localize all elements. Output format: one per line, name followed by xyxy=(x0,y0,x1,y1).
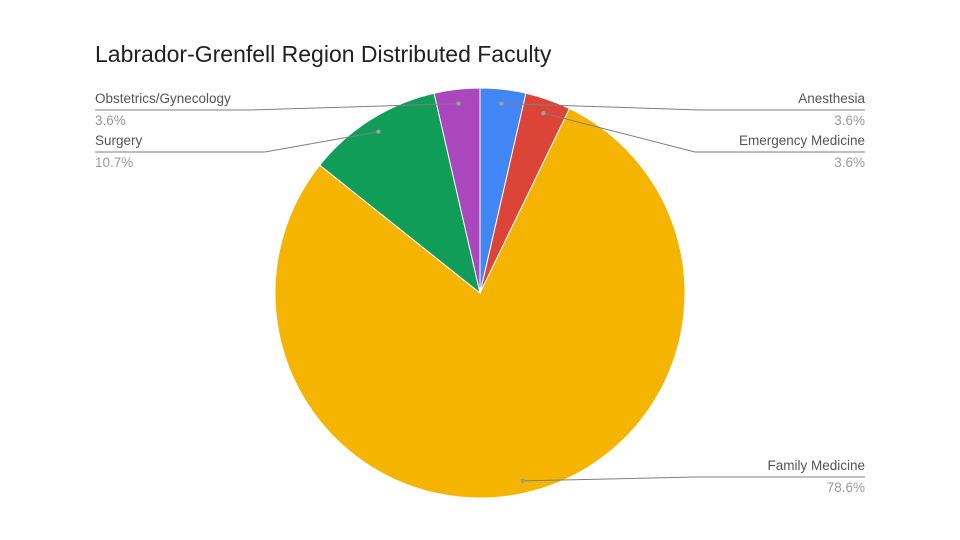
leader-dot-anesthesia xyxy=(499,101,504,106)
leader-dot-surgery xyxy=(376,129,381,134)
slice-percent-surgery: 10.7% xyxy=(95,155,133,170)
slice-label-anesthesia: Anesthesia xyxy=(798,91,865,106)
slice-label-surgery: Surgery xyxy=(95,133,143,148)
leader-dot-obstetrics-gynecology xyxy=(456,101,461,106)
leader-line-surgery xyxy=(95,131,379,153)
leader-dot-emergency-medicine xyxy=(541,111,546,116)
slice-percent-obstetrics-gynecology: 3.6% xyxy=(95,113,126,128)
slice-percent-anesthesia: 3.6% xyxy=(834,113,865,128)
chart-title: Labrador-Grenfell Region Distributed Fac… xyxy=(95,41,552,67)
leader-line-obstetrics-gynecology xyxy=(95,103,459,111)
leader-line-emergency-medicine xyxy=(543,112,865,153)
slice-percent-family-medicine: 78.6% xyxy=(827,480,865,495)
pie-slice-surgery xyxy=(319,92,481,295)
leader-line-family-medicine xyxy=(522,476,865,482)
pie-slice-family-medicine xyxy=(274,107,686,499)
pie-slice-obstetrics-gynecology xyxy=(433,87,481,294)
slice-label-emergency-medicine: Emergency Medicine xyxy=(739,133,865,148)
slice-percent-emergency-medicine: 3.6% xyxy=(834,155,865,170)
leader-dot-family-medicine xyxy=(520,478,525,484)
slice-label-obstetrics-gynecology: Obstetrics/Gynecology xyxy=(95,91,231,106)
slice-label-family-medicine: Family Medicine xyxy=(767,458,865,473)
leader-line-anesthesia xyxy=(501,103,865,111)
pie-labels: Anesthesia 3.6% Emergency Medicine 3.6% Fami… xyxy=(95,91,865,495)
pie-slices xyxy=(274,87,686,499)
